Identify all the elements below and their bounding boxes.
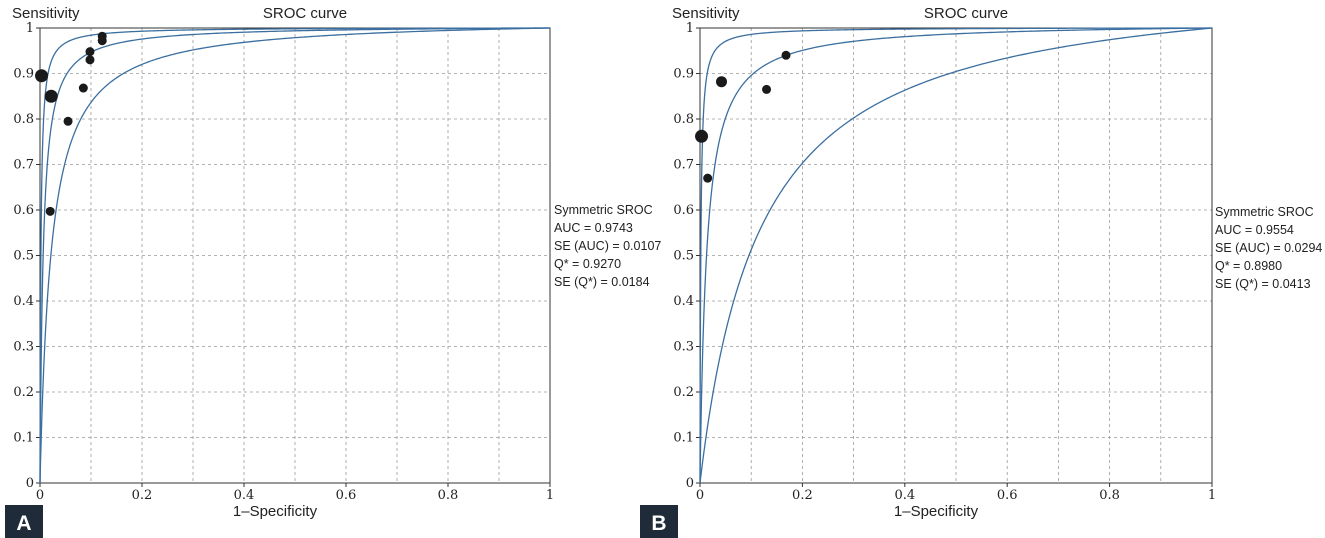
- x-tick-label: 0.4: [234, 488, 255, 503]
- y-tick-label: 0.7: [13, 158, 34, 173]
- stat-line: AUC = 0.9743: [554, 221, 633, 235]
- y-axis-label: Sensitivity: [672, 5, 740, 22]
- study-point: [63, 116, 73, 126]
- y-tick-label: 1: [26, 21, 34, 36]
- stat-line: AUC = 0.9554: [1215, 223, 1294, 237]
- y-tick-label: 0.9: [13, 67, 34, 82]
- x-tick-label: 1: [546, 488, 554, 503]
- stat-line: Symmetric SROC: [554, 203, 653, 217]
- x-tick-label: 0.6: [997, 488, 1018, 503]
- y-tick-label: 0.2: [673, 385, 694, 400]
- study-point: [762, 84, 772, 94]
- sroc-panel-a: 0 0.1 0.2 0.3 0.4 0.5 0.6 0.7 0.8 0.9 1 0 0.2 0.4 0.6 0…: [5, 5, 661, 538]
- y-tick-label: 0.3: [673, 340, 694, 355]
- y-tick-label: 0: [686, 476, 694, 491]
- y-axis-label: Sensitivity: [12, 5, 80, 22]
- panel-label: A: [16, 512, 31, 535]
- x-tick-label: 0: [36, 488, 44, 503]
- sroc-lower-bound: [39, 27, 551, 483]
- stat-line: Symmetric SROC: [1215, 205, 1314, 219]
- x-tick-label: 0.8: [438, 488, 459, 503]
- y-tick-label: 0.1: [673, 431, 694, 446]
- stat-line: SE (Q*) = 0.0413: [1215, 277, 1311, 291]
- y-tick-label: 0.8: [13, 112, 34, 127]
- y-tick-label: 0.4: [13, 294, 34, 309]
- y-tick-label: 0.5: [673, 249, 694, 264]
- x-axis-label: 1–Specificity: [233, 503, 318, 520]
- chart-title: SROC curve: [263, 5, 347, 22]
- y-tick-label: 0.2: [13, 385, 34, 400]
- panel-label-box: [5, 505, 43, 538]
- sroc-curve: [699, 27, 1213, 483]
- panel-label-box: [640, 505, 678, 538]
- sroc-upper-bound: [39, 27, 551, 483]
- x-tick-label: 0.8: [1099, 488, 1120, 503]
- y-tick-label: 0.3: [13, 340, 34, 355]
- x-axis-label: 1–Specificity: [894, 503, 979, 520]
- study-point: [97, 36, 107, 46]
- stat-line: SE (Q*) = 0.0184: [554, 275, 650, 289]
- study-point: [35, 69, 49, 83]
- stat-line: SE (AUC) = 0.0107: [554, 239, 661, 253]
- stat-line: Q* = 0.9270: [554, 257, 621, 271]
- x-tick-label: 0: [696, 488, 704, 503]
- study-point: [45, 206, 55, 216]
- grid: [700, 28, 1212, 483]
- y-tick-label: 0.6: [13, 203, 34, 218]
- stat-line: Q* = 0.8980: [1215, 259, 1282, 273]
- y-tick-label: 0.8: [673, 112, 694, 127]
- x-tick-label: 0.4: [894, 488, 915, 503]
- y-tick-label: 0.9: [673, 67, 694, 82]
- study-point: [703, 173, 713, 183]
- study-point: [78, 83, 88, 93]
- sroc-panel-b: 0 0.1 0.2 0.3 0.4 0.5 0.6 0.7 0.8 0.9 1 0 0.2 0.4 0.6 0…: [640, 5, 1322, 538]
- study-point: [695, 129, 709, 143]
- panel-label: B: [651, 512, 666, 535]
- study-point: [44, 89, 58, 103]
- y-tick-label: 0.4: [673, 294, 694, 309]
- study-point: [716, 76, 728, 88]
- study-point: [781, 50, 791, 60]
- y-tick-label: 0: [26, 476, 34, 491]
- y-tick-label: 0.5: [13, 249, 34, 264]
- y-tick-label: 0.6: [673, 203, 694, 218]
- sroc-curve: [39, 27, 551, 483]
- x-tick-label: 0.2: [132, 488, 153, 503]
- y-tick-label: 0.1: [13, 431, 34, 446]
- grid: [40, 28, 550, 483]
- chart-title: SROC curve: [924, 5, 1008, 22]
- study-point: [85, 55, 95, 65]
- study-point: [85, 47, 95, 57]
- stat-line: SE (AUC) = 0.0294: [1215, 241, 1322, 255]
- y-tick-label: 1: [686, 21, 694, 36]
- x-tick-label: 1: [1208, 488, 1216, 503]
- sroc-lower-bound: [699, 27, 1213, 484]
- x-tick-label: 0.2: [792, 488, 813, 503]
- sroc-upper-bound: [699, 27, 1213, 483]
- y-tick-label: 0.7: [673, 158, 694, 173]
- x-tick-label: 0.6: [336, 488, 357, 503]
